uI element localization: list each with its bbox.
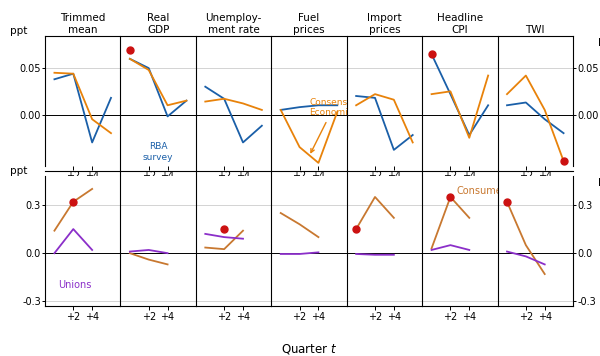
Title: Real
GDP: Real GDP — [147, 13, 169, 35]
Text: Consumers: Consumers — [456, 186, 511, 196]
Title: Fuel
prices: Fuel prices — [293, 13, 325, 35]
Title: Import
prices: Import prices — [367, 13, 402, 35]
Title: Unemploy-
ment rate: Unemploy- ment rate — [205, 13, 262, 35]
Y-axis label: ppt: ppt — [598, 176, 600, 186]
Title: TWI: TWI — [526, 25, 545, 35]
Text: RBA
survey: RBA survey — [143, 142, 173, 162]
Title: Headline
CPI: Headline CPI — [437, 13, 483, 35]
Text: Consensus
Economics: Consensus Economics — [309, 98, 358, 152]
Y-axis label: ppt: ppt — [10, 166, 27, 176]
Text: Unions: Unions — [58, 281, 92, 290]
Title: Trimmed
mean: Trimmed mean — [60, 13, 106, 35]
Y-axis label: ppt: ppt — [598, 36, 600, 46]
Y-axis label: ppt: ppt — [10, 26, 27, 36]
Text: Quarter $t$: Quarter $t$ — [281, 342, 337, 356]
